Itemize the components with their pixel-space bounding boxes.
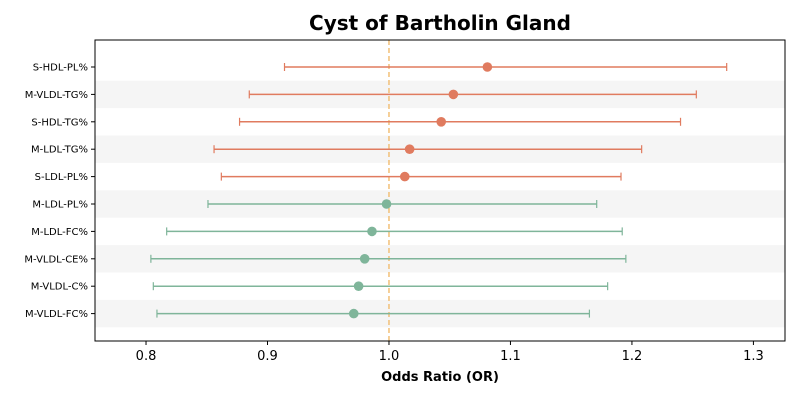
y-tick-label: M-LDL-FC% (31, 227, 88, 238)
confidence-interval (152, 281, 609, 292)
odds-ratio-point (404, 144, 415, 154)
y-tick-label: M-VLDL-C% (31, 282, 88, 293)
x-tick-label: 1.0 (379, 349, 400, 364)
y-tick-label: M-LDL-PL% (32, 200, 88, 211)
odds-ratio-point (399, 171, 410, 182)
y-tick-label: S-HDL-TG% (31, 117, 88, 128)
confidence-interval (213, 144, 643, 154)
confidence-interval (283, 62, 728, 72)
odds-ratio-point (367, 226, 377, 237)
y-tick-label: M-LDL-TG% (31, 145, 88, 156)
confidence-interval (150, 253, 627, 264)
chart-title: Cyst of Bartholin Gland (309, 11, 571, 35)
confidence-interval (207, 199, 598, 209)
x-tick-label: 1.3 (743, 349, 764, 364)
confidence-interval (156, 308, 591, 319)
x-tick-label: 0.8 (136, 349, 157, 364)
data-marks (150, 62, 728, 319)
y-tick-label: M-VLDL-CE% (24, 254, 88, 265)
odds-ratio-point (359, 253, 370, 264)
odds-ratio-point (448, 89, 459, 100)
x-axis: 0.8 0.9 1.0 1.1 1.2 1.3 (136, 341, 764, 364)
plot-frame (94, 39, 786, 342)
odds-ratio-point (353, 281, 364, 292)
odds-ratio-point (348, 308, 359, 319)
y-tick-label: S-LDL-PL% (35, 172, 88, 183)
x-tick-label: 1.2 (622, 349, 643, 364)
y-axis: S-HDL-PL% M-VLDL-TG% S-HDL-TG% M-LDL-TG% S-L… (24, 63, 95, 320)
confidence-interval (220, 171, 622, 182)
confidence-interval (166, 226, 623, 237)
y-tick-label: M-VLDL-TG% (25, 90, 88, 101)
confidence-interval (238, 117, 682, 127)
y-tick-label: M-VLDL-FC% (25, 309, 88, 320)
confidence-interval (248, 89, 697, 100)
y-tick-label: S-HDL-PL% (33, 63, 88, 74)
x-tick-label: 0.9 (257, 349, 278, 364)
odds-ratio-point (482, 62, 493, 72)
odds-ratio-point (436, 117, 447, 127)
x-axis-label: Odds Ratio (OR) (381, 370, 499, 385)
odds-ratio-point (381, 199, 392, 209)
x-tick-label: 1.1 (500, 349, 521, 364)
